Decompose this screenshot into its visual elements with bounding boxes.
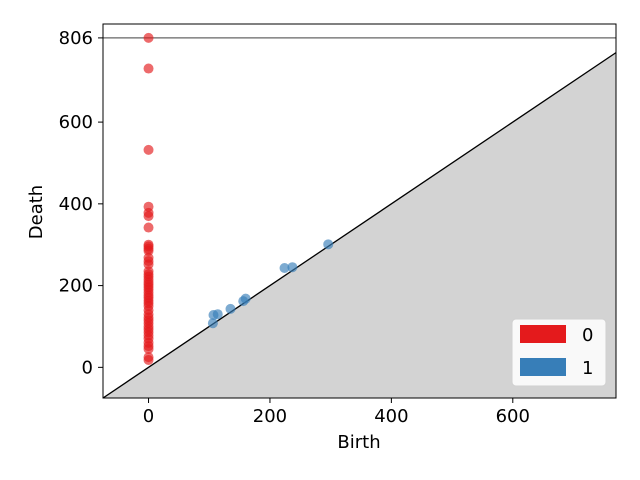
legend-swatch-0 [520, 325, 566, 343]
point-h1-0 [207, 318, 218, 329]
point-h0-42 [143, 354, 154, 365]
legend-swatch-1 [520, 358, 566, 376]
point-h0-2 [143, 144, 154, 155]
x-tick-label-400: 400 [374, 406, 408, 427]
point-h1-6 [279, 263, 290, 274]
x-tick-label-200: 200 [253, 406, 287, 427]
legend-label-1: 1 [582, 358, 593, 379]
point-h0-6 [143, 222, 154, 233]
point-h1-2 [212, 309, 223, 320]
y-tick-label-400: 400 [59, 194, 93, 215]
point-h0-1 [143, 63, 154, 74]
legend-label-0: 0 [582, 325, 593, 346]
point-h0-40 [143, 343, 154, 354]
legend: 0 1 [511, 318, 607, 387]
point-h1-3 [225, 303, 236, 314]
point-h1-8 [323, 239, 334, 250]
point-h0-13 [143, 259, 154, 270]
point-h1-5 [240, 293, 251, 304]
plot-frame [102, 23, 617, 399]
y-axis-label: Death [26, 185, 47, 239]
point-h1-7 [287, 262, 298, 273]
y-tick-label-600: 600 [59, 112, 93, 133]
y-tick-label-200: 200 [59, 276, 93, 297]
x-axis-label: Birth [337, 432, 380, 453]
point-h0-0 [143, 32, 154, 43]
diagonal-line [103, 51, 616, 398]
x-tick-label-0: 0 [143, 406, 154, 427]
point-h0-5 [143, 211, 154, 222]
x-tick-label-600: 600 [496, 406, 530, 427]
point-h0-10 [143, 245, 154, 256]
y-tick-label-0: 0 [82, 357, 93, 378]
y-tick-label-806: 806 [59, 28, 93, 49]
